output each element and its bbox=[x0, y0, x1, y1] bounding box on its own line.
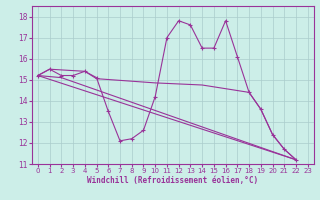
X-axis label: Windchill (Refroidissement éolien,°C): Windchill (Refroidissement éolien,°C) bbox=[87, 176, 258, 185]
